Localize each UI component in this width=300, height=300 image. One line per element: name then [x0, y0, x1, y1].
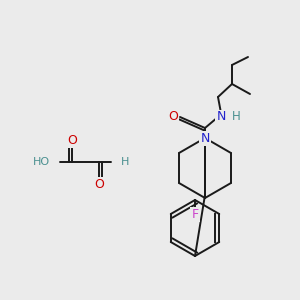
Text: O: O: [94, 178, 104, 190]
Text: HO: HO: [33, 157, 50, 167]
Text: N: N: [200, 131, 210, 145]
Text: N: N: [216, 110, 226, 124]
Text: F: F: [191, 208, 199, 220]
Text: H: H: [121, 157, 129, 167]
Text: O: O: [168, 110, 178, 124]
Text: H: H: [232, 110, 240, 124]
Text: O: O: [67, 134, 77, 146]
